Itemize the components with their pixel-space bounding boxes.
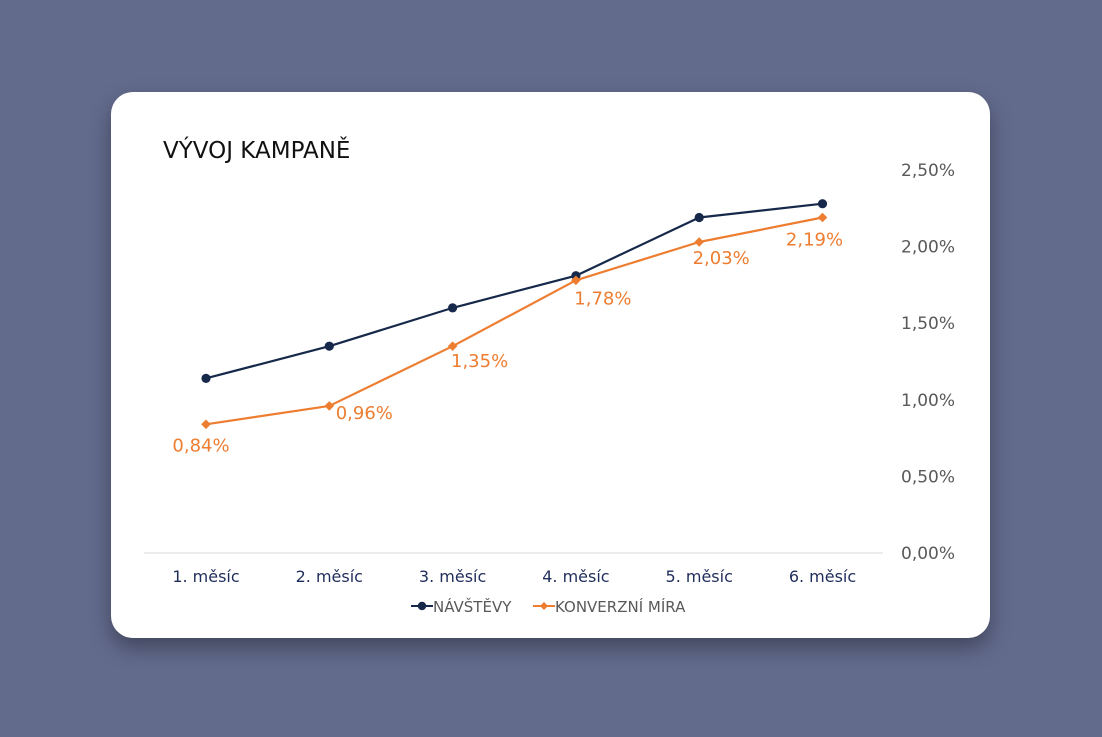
data-label: 1,35%	[451, 351, 508, 372]
data-point-marker	[324, 401, 335, 411]
data-point-marker	[324, 341, 334, 351]
data-point-marker	[817, 212, 828, 223]
data-label: 0,96%	[336, 403, 393, 424]
data-point-marker	[201, 419, 211, 430]
data-point-marker	[448, 303, 458, 313]
y-tick-label: 2,50%	[901, 161, 955, 181]
data-point-marker	[817, 199, 828, 209]
chart-title: VÝVOJ KAMPANĚ	[163, 138, 351, 164]
data-label: 2,19%	[786, 229, 843, 250]
series-line	[205, 216, 823, 426]
chart-card: VÝVOJ KAMPANĚ 0,00% 0,50% 1,00% 1,50% 2,00% 2…	[111, 92, 990, 638]
x-category-label: 2. měsíc	[296, 567, 363, 586]
data-point-marker	[694, 237, 704, 247]
line-chart: 0,00% 0,50% 1,00% 1,50% 2,00% 2,50% 1. měsíc 2.…	[144, 161, 955, 616]
x-category-label: 5. měsíc	[666, 567, 733, 586]
legend-marker	[417, 601, 427, 611]
x-category-label: 6. měsíc	[789, 567, 856, 586]
y-tick-label: 0,50%	[901, 467, 955, 487]
data-point-marker	[201, 373, 211, 383]
legend-label: KONVERZNÍ MÍRA	[555, 597, 686, 616]
data-point-marker	[694, 212, 704, 223]
data-point-marker	[447, 341, 458, 351]
x-category-label: 4. měsíc	[542, 567, 609, 586]
y-tick-label: 0,00%	[901, 544, 955, 564]
y-tick-label: 2,00%	[901, 238, 955, 258]
legend-marker	[540, 602, 548, 610]
data-point-marker	[571, 275, 581, 286]
legend-label: NÁVŠTĚVY	[433, 597, 512, 616]
series-line	[205, 202, 823, 380]
data-label: 2,03%	[693, 248, 750, 269]
data-label: 0,84%	[172, 435, 229, 456]
x-category-label: 1. měsíc	[172, 567, 239, 586]
data-label: 1,78%	[574, 288, 631, 309]
x-category-label: 3. měsíc	[419, 567, 486, 586]
y-tick-label: 1,50%	[901, 314, 955, 334]
y-tick-label: 1,00%	[901, 391, 955, 411]
